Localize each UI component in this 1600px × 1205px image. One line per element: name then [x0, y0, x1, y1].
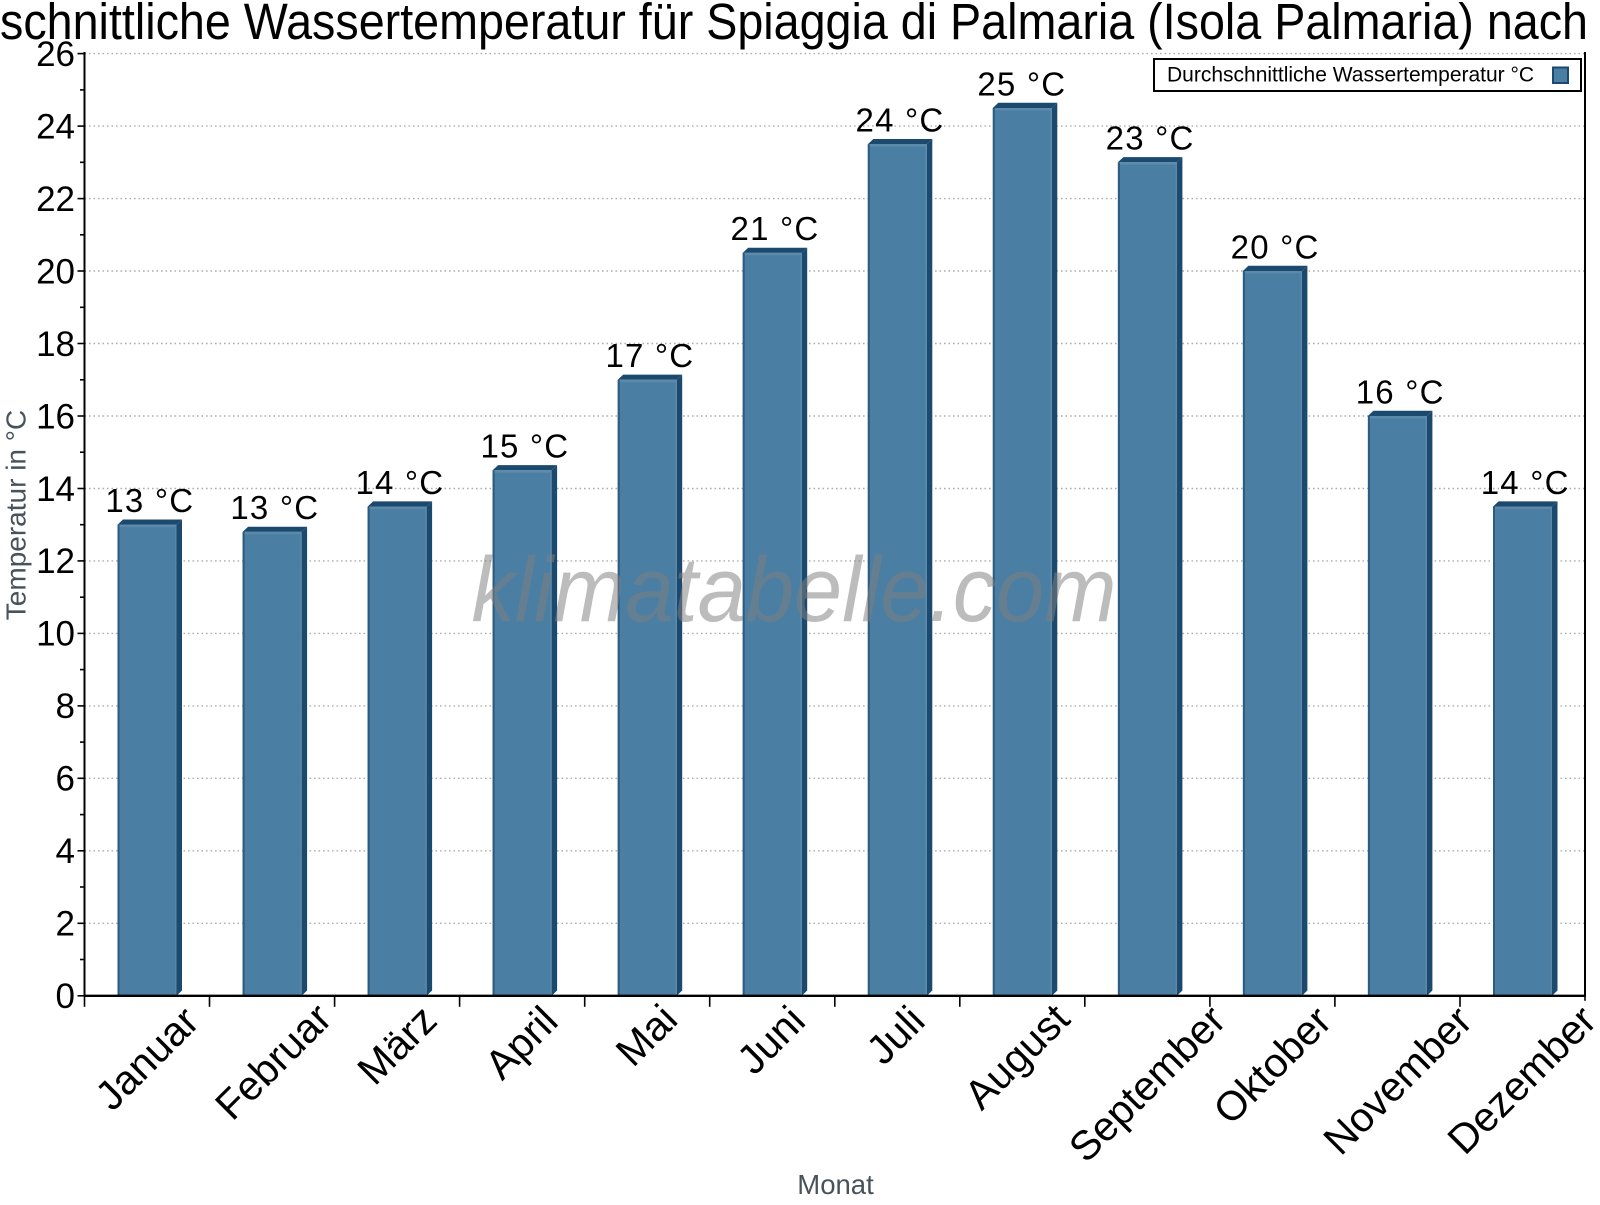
svg-text:13 °C: 13 °C [230, 489, 319, 526]
svg-text:klimatabelle.com: klimatabelle.com [472, 539, 1117, 641]
svg-text:18: 18 [36, 325, 75, 364]
svg-text:schnittliche Wassertemperatur: schnittliche Wassertemperatur für Spiagg… [0, 0, 1588, 50]
svg-text:16: 16 [36, 397, 75, 436]
svg-text:14 °C: 14 °C [355, 464, 444, 501]
svg-text:10: 10 [36, 615, 75, 654]
svg-text:Monat: Monat [797, 1169, 874, 1200]
svg-text:22: 22 [36, 180, 75, 219]
svg-text:20: 20 [36, 252, 75, 291]
svg-text:14: 14 [36, 470, 75, 509]
svg-text:0: 0 [56, 977, 75, 1016]
svg-text:24: 24 [36, 107, 75, 146]
svg-text:21 °C: 21 °C [731, 210, 820, 247]
svg-text:8: 8 [56, 687, 75, 726]
svg-text:Durchschnittliche Wassertemper: Durchschnittliche Wassertemperatur °C [1167, 63, 1534, 86]
svg-text:4: 4 [56, 832, 75, 871]
svg-text:25 °C: 25 °C [977, 65, 1066, 102]
svg-text:26: 26 [36, 35, 75, 74]
svg-text:13 °C: 13 °C [105, 482, 194, 519]
svg-text:2: 2 [56, 905, 75, 944]
svg-text:14 °C: 14 °C [1481, 464, 1570, 501]
svg-text:12: 12 [36, 542, 75, 581]
svg-text:16 °C: 16 °C [1356, 373, 1445, 410]
svg-text:20 °C: 20 °C [1231, 228, 1320, 265]
svg-text:23 °C: 23 °C [1106, 120, 1195, 157]
svg-text:17 °C: 17 °C [605, 337, 694, 374]
svg-text:24 °C: 24 °C [856, 102, 945, 139]
svg-text:15 °C: 15 °C [480, 428, 569, 465]
svg-text:6: 6 [56, 760, 75, 799]
svg-text:Temperatur in °C: Temperatur in °C [1, 410, 32, 620]
